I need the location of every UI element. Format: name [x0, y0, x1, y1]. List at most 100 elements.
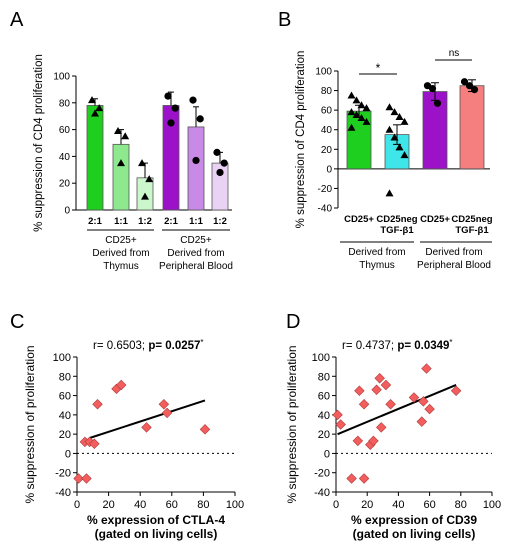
- x-tick-label: CD25+: [420, 214, 450, 225]
- data-point: [358, 399, 370, 410]
- x-tick-label: 60: [423, 499, 435, 511]
- y-tick-label: 40: [318, 410, 330, 422]
- data-point: [428, 85, 437, 93]
- data-point: [352, 96, 361, 104]
- data-point: [374, 372, 385, 384]
- data-point: [346, 473, 357, 484]
- y-tick-label: 20: [318, 429, 330, 441]
- panel-letter-b: B: [278, 9, 291, 31]
- y-tick-label: 100: [315, 67, 332, 78]
- data-point: [335, 419, 346, 430]
- data-point: [433, 99, 442, 107]
- y-axis-label: % suppression of proliferation: [23, 345, 37, 503]
- y-tick-label: 80: [59, 98, 71, 109]
- group-label: Peripheral Blood: [417, 260, 491, 271]
- data-point: [116, 379, 127, 391]
- x-tick-label: 40: [392, 499, 404, 511]
- data-point: [368, 435, 379, 447]
- data-point: [347, 108, 356, 116]
- data-point: [380, 379, 392, 391]
- data-point: [450, 385, 462, 396]
- group-label: Derived from: [167, 248, 224, 259]
- data-point: [171, 104, 179, 112]
- r-value: r= 0.6503;: [93, 340, 148, 352]
- data-point: [357, 101, 366, 109]
- group-label: Thymus: [103, 261, 139, 272]
- data-point: [362, 104, 371, 112]
- significance-label: ns: [449, 48, 460, 59]
- data-point: [121, 132, 130, 140]
- y-tick-label: -20: [314, 468, 330, 480]
- group-label: CD25+: [180, 235, 212, 246]
- x-tick-label: 1:2: [138, 216, 152, 227]
- data-point: [196, 115, 204, 123]
- data-point: [117, 159, 125, 167]
- x-axis-label: % expression of CD39: [351, 513, 477, 527]
- data-point: [395, 112, 404, 120]
- y-tick-label: 80: [59, 371, 71, 383]
- data-point: [460, 78, 469, 86]
- y-axis-label: % suppression of CD4 proliferation: [295, 51, 307, 229]
- y-tick-label: 100: [53, 352, 71, 364]
- data-point: [347, 91, 356, 99]
- data-point: [385, 103, 394, 111]
- data-point: [114, 126, 122, 134]
- data-point: [357, 113, 366, 121]
- y-tick-label: 100: [53, 72, 70, 83]
- data-point: [81, 473, 92, 484]
- x-tick-label: 20: [102, 499, 114, 511]
- x-tick-label: CD25+: [344, 214, 374, 225]
- y-tick-label: 0: [326, 164, 332, 175]
- x-tick-label: 0: [74, 499, 80, 511]
- data-point: [91, 109, 99, 117]
- y-tick-label: 80: [321, 86, 333, 97]
- x-tick-label: 1:1: [189, 216, 203, 227]
- group-label: CD25+: [105, 235, 137, 246]
- data-point: [376, 422, 387, 433]
- data-point: [400, 151, 409, 159]
- data-point: [400, 117, 409, 125]
- y-tick-label: 60: [59, 125, 71, 136]
- r-value: r= 0.4737;: [342, 340, 397, 352]
- data-point: [385, 125, 394, 133]
- data-point: [385, 189, 394, 197]
- group-label: Derived from: [92, 248, 149, 259]
- bar: [459, 85, 485, 170]
- data-point: [213, 148, 221, 156]
- bar: [112, 143, 130, 211]
- data-point: [199, 424, 211, 435]
- x-axis-label: (gated on living cells): [353, 527, 476, 541]
- data-point: [145, 175, 154, 183]
- data-point: [92, 399, 103, 410]
- y-tick-label: 80: [318, 371, 330, 383]
- data-point: [385, 399, 396, 410]
- data-point: [424, 403, 435, 415]
- data-point: [189, 96, 197, 104]
- x-tick-label: 60: [166, 499, 178, 511]
- y-tick-label: -40: [314, 487, 330, 499]
- data-point: [332, 409, 343, 421]
- y-tick-label: -20: [55, 468, 71, 480]
- chart-c: -40 -20 0 20 40 60 80 100 0 20 40 60 80 100 % suppress…: [23, 338, 244, 541]
- y-tick-label: 40: [59, 152, 71, 163]
- data-point: [352, 111, 361, 119]
- data-point: [138, 159, 146, 167]
- x-axis-label: % expression of CTLA-4: [87, 513, 225, 527]
- x-tick-label: 2:1: [88, 216, 102, 227]
- significance-star: *: [200, 338, 203, 347]
- chart-b: -40 -20 0 20 40 60 80 100 % suppression of CD4 p…: [295, 48, 493, 271]
- bar: [86, 105, 104, 211]
- y-tick-label: 40: [321, 125, 333, 136]
- data-point: [88, 96, 96, 104]
- chart-d: -40 -20 0 20 40 60 80 100 0 20 40 60 80 100 % suppress…: [285, 338, 501, 541]
- group-label: Derived from: [425, 247, 482, 258]
- data-point: [192, 156, 200, 165]
- y-tick-label: 100: [312, 352, 330, 364]
- x-tick-label: 100: [226, 499, 244, 511]
- panel-letter-c: C: [10, 311, 24, 333]
- x-tick-label: 1:1: [114, 216, 128, 227]
- data-point: [358, 473, 370, 484]
- data-point: [362, 117, 371, 125]
- data-point: [73, 473, 84, 484]
- group-label: Thymus: [359, 260, 395, 271]
